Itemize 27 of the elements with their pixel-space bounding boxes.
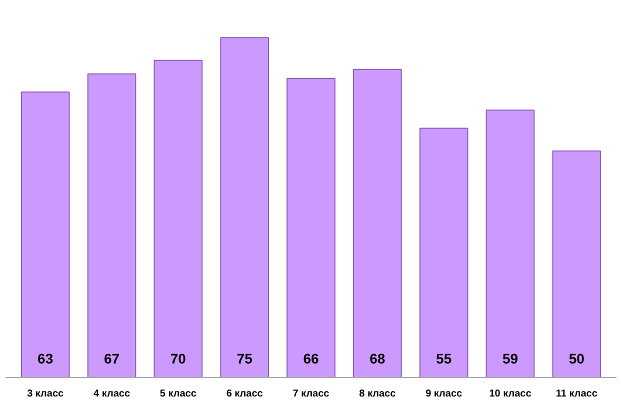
data-label: 66 — [303, 350, 319, 366]
bar — [419, 128, 468, 378]
x-tick-label: 9 класс — [426, 388, 463, 400]
x-tick-label: 6 класс — [226, 388, 264, 400]
x-tick-label: 11 класс — [556, 388, 598, 400]
bar — [20, 92, 70, 378]
data-label: 55 — [436, 350, 452, 366]
data-label: 59 — [502, 350, 518, 366]
bar — [286, 78, 336, 378]
bar — [353, 68, 402, 378]
x-tick-label: 8 класс — [359, 388, 396, 400]
data-label: 68 — [370, 350, 386, 366]
bar — [220, 37, 269, 378]
bar — [486, 110, 535, 378]
x-tick-label: 3 класс — [27, 388, 64, 400]
data-label: 50 — [568, 350, 585, 366]
x-tick-label: 10 класс — [489, 388, 532, 400]
bar — [154, 60, 203, 378]
x-tick-label: 7 класс — [292, 388, 330, 400]
x-tick-label: 5 класс — [160, 388, 197, 400]
data-label: 70 — [170, 350, 186, 366]
data-label: 63 — [38, 350, 54, 366]
bar — [552, 150, 602, 378]
bar — [87, 73, 136, 378]
data-label: 67 — [104, 350, 120, 366]
x-tick-label: 4 класс — [94, 388, 130, 400]
data-label: 75 — [236, 350, 253, 366]
